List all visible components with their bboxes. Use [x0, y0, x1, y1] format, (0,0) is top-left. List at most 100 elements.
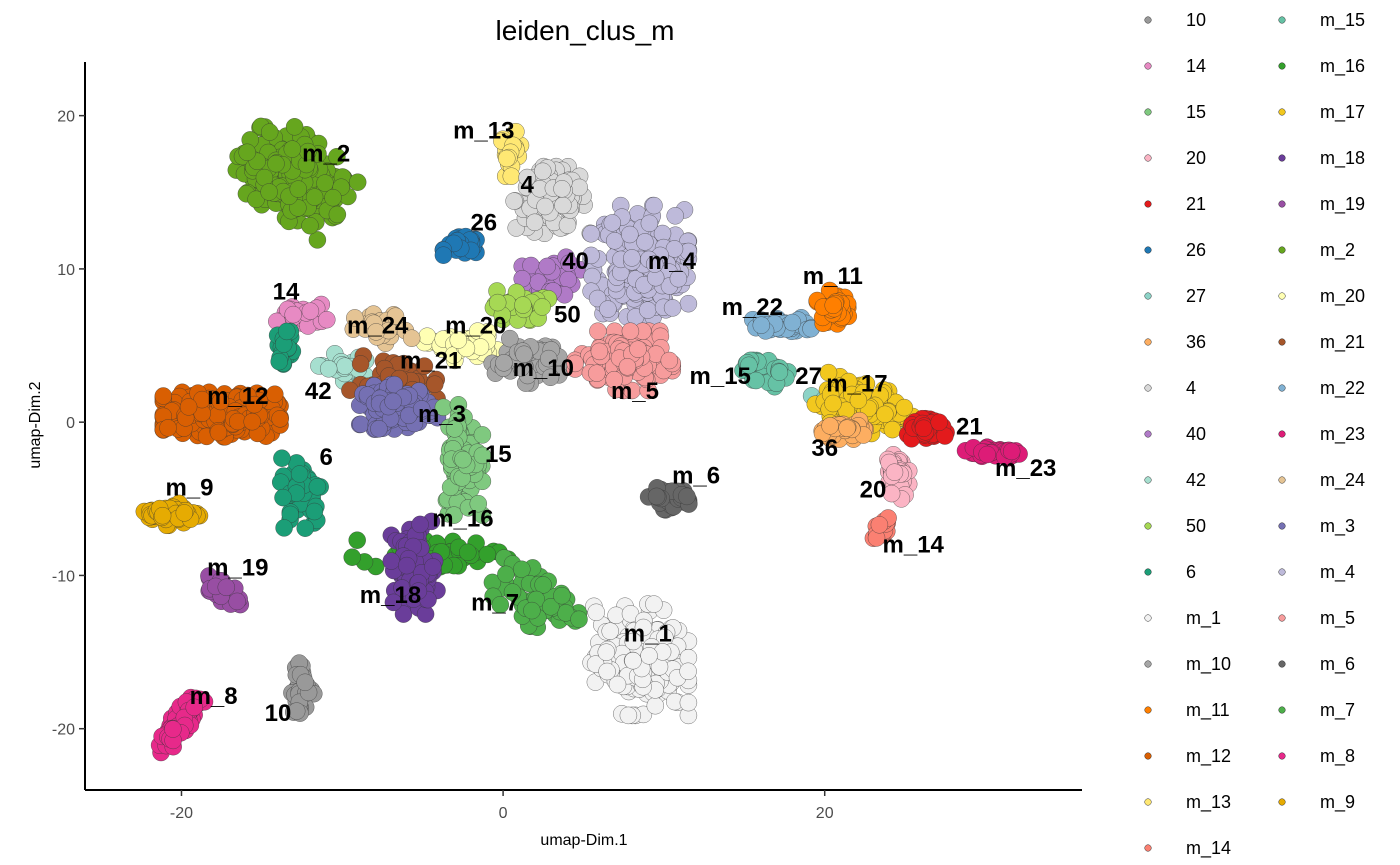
- point: [588, 289, 607, 308]
- point: [328, 147, 346, 166]
- point: [553, 180, 571, 198]
- legend-item-m_13: m_13: [1144, 792, 1231, 813]
- chart-title: leiden_clus_m: [496, 15, 675, 46]
- point: [679, 693, 698, 712]
- cluster-label: 14: [273, 279, 300, 306]
- point: [316, 174, 334, 192]
- point: [770, 363, 789, 381]
- point: [478, 545, 497, 564]
- point: [895, 398, 914, 417]
- legend-item-26: 26: [1144, 240, 1206, 260]
- legend-swatch: [1278, 798, 1286, 806]
- point: [351, 355, 370, 373]
- cluster-label: 42: [305, 378, 332, 405]
- legend-swatch: [1144, 752, 1152, 760]
- point: [260, 123, 279, 141]
- legend-label: 6: [1186, 562, 1196, 582]
- point: [386, 307, 405, 325]
- point: [318, 310, 336, 329]
- point: [273, 449, 291, 467]
- point: [175, 504, 194, 522]
- legend-swatch: [1144, 706, 1152, 714]
- cluster-label: 15: [485, 441, 512, 468]
- point: [597, 643, 616, 661]
- point: [645, 595, 663, 613]
- point: [621, 322, 640, 340]
- point: [336, 357, 354, 375]
- y-tick-label: 20: [57, 109, 75, 126]
- point: [498, 149, 516, 168]
- point: [346, 309, 364, 327]
- cluster-label: m_24: [347, 312, 409, 339]
- point: [660, 351, 679, 370]
- point: [308, 478, 327, 496]
- point: [319, 360, 338, 378]
- point: [274, 488, 292, 507]
- point: [666, 207, 684, 225]
- point: [296, 673, 314, 692]
- point: [305, 502, 324, 521]
- point: [159, 419, 177, 437]
- legend-item-m_2: m_2: [1278, 240, 1355, 261]
- cluster-label: 20: [860, 476, 887, 503]
- legend-label: 14: [1186, 56, 1206, 76]
- legend-swatch: [1144, 108, 1152, 116]
- legend-item-m_17: m_17: [1278, 102, 1365, 123]
- point: [283, 140, 302, 158]
- point: [619, 706, 638, 725]
- cluster-label: m_18: [360, 582, 421, 609]
- point: [285, 118, 304, 136]
- point: [678, 487, 696, 506]
- point: [454, 450, 472, 469]
- point: [523, 601, 541, 620]
- cluster-label: m_9: [165, 475, 213, 502]
- legend-item-m_20: m_20: [1278, 286, 1365, 307]
- point: [518, 168, 536, 187]
- point: [679, 294, 698, 313]
- point: [553, 586, 571, 605]
- cluster-label: m_13: [453, 118, 514, 145]
- point: [821, 417, 839, 435]
- point: [533, 298, 551, 316]
- point: [488, 293, 507, 312]
- legend-item-m_22: m_22: [1278, 378, 1365, 399]
- legend-swatch: [1144, 522, 1152, 530]
- point: [599, 300, 617, 318]
- point: [639, 301, 657, 319]
- legend-label: 40: [1186, 424, 1206, 444]
- y-tick-label: -20: [52, 722, 75, 739]
- point: [328, 205, 347, 224]
- point: [588, 364, 606, 382]
- point: [305, 188, 324, 206]
- point: [348, 531, 366, 549]
- legend-item-m_15: m_15: [1278, 10, 1365, 31]
- legend-item-15: 15: [1144, 102, 1206, 122]
- legend-label: 42: [1186, 470, 1206, 490]
- cluster-label: m_15: [690, 363, 751, 390]
- x-tick-label: 0: [499, 805, 508, 822]
- point: [663, 299, 682, 317]
- legend-swatch: [1144, 16, 1152, 24]
- cluster-26: [434, 227, 485, 264]
- point: [883, 420, 902, 439]
- legend-swatch: [1144, 476, 1152, 484]
- y-tick-label: -10: [52, 568, 75, 585]
- point: [289, 180, 308, 198]
- point: [301, 302, 320, 320]
- point: [267, 154, 285, 173]
- legend-label: 26: [1186, 240, 1206, 260]
- point: [243, 412, 261, 431]
- point: [505, 192, 523, 210]
- legend-label: m_8: [1320, 746, 1355, 767]
- point: [669, 269, 688, 288]
- legend-item-m_11: m_11: [1144, 700, 1230, 721]
- legend-label: m_23: [1320, 424, 1365, 445]
- legend-label: m_1: [1186, 608, 1221, 629]
- legend-label: m_14: [1186, 838, 1231, 859]
- cluster-label: m_7: [471, 590, 519, 617]
- point: [679, 662, 697, 681]
- legend-item-m_8: m_8: [1278, 746, 1355, 767]
- legend-label: m_21: [1320, 332, 1365, 353]
- point: [164, 720, 182, 738]
- legend-swatch: [1278, 706, 1286, 714]
